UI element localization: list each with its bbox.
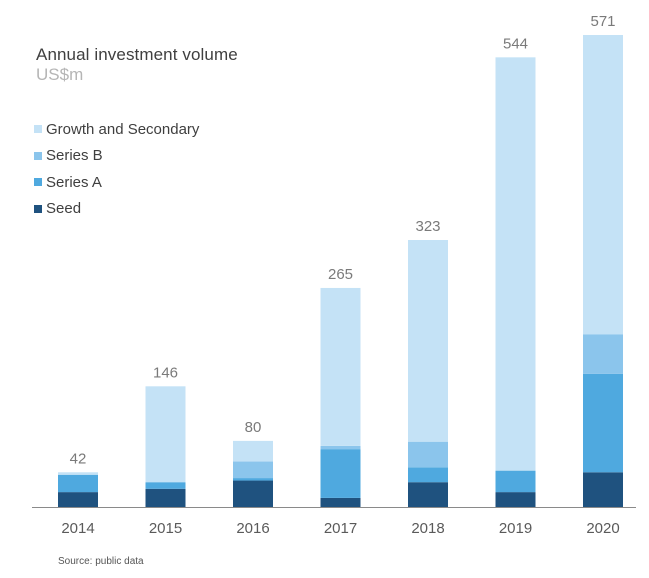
x-tick-label-2015: 2015 xyxy=(149,520,182,537)
legend-item-growth: Growth and Secondary xyxy=(34,116,199,143)
bar-segment-seed-2019 xyxy=(495,492,536,507)
bar-segment-growth-and-secondary-2015 xyxy=(145,386,186,483)
legend-swatch-growth xyxy=(34,125,42,134)
total-label-2015: 146 xyxy=(153,364,178,381)
total-label-2019: 544 xyxy=(503,35,528,52)
bar-segment-growth-and-secondary-2014 xyxy=(58,472,98,475)
legend-label-seed: Seed xyxy=(46,200,82,218)
legend: Growth and Secondary Series B Series A S… xyxy=(34,116,199,222)
legend-item-series-b: Series B xyxy=(34,143,199,170)
bar-segment-series-b-2018 xyxy=(408,441,448,468)
bar-segment-series-a-2019 xyxy=(495,470,536,493)
bar-segment-series-a-2014 xyxy=(58,474,98,493)
x-tick-label-2018: 2018 xyxy=(411,520,444,537)
x-tick-label-2017: 2017 xyxy=(324,520,357,537)
legend-swatch-series-b xyxy=(34,151,42,160)
bar-segment-seed-2015 xyxy=(145,488,186,507)
bar-segment-growth-and-secondary-2016 xyxy=(233,440,273,462)
legend-swatch-series-a xyxy=(34,178,42,187)
total-label-2018: 323 xyxy=(415,218,440,235)
legend-label-series-b: Series B xyxy=(46,147,103,165)
bar-segment-growth-and-secondary-2019 xyxy=(495,57,536,471)
chart-subtitle: US$m xyxy=(36,65,84,84)
legend-item-seed: Seed xyxy=(34,196,199,223)
legend-swatch-seed xyxy=(34,204,42,213)
legend-item-series-a: Series A xyxy=(34,169,199,196)
total-label-2014: 42 xyxy=(70,450,87,467)
source-note: Source: public data xyxy=(58,556,144,567)
bar-segment-growth-and-secondary-2017 xyxy=(320,287,361,446)
bar-segment-seed-2020 xyxy=(583,472,623,507)
bar-segment-series-a-2017 xyxy=(320,449,361,498)
x-tick-label-2016: 2016 xyxy=(236,520,269,537)
bar-segment-seed-2016 xyxy=(233,480,273,507)
bar-segment-seed-2017 xyxy=(320,497,361,507)
x-tick-label-2019: 2019 xyxy=(499,520,532,537)
bar-segment-series-a-2020 xyxy=(583,373,623,473)
bar-segment-series-b-2020 xyxy=(583,334,623,374)
total-label-2020: 571 xyxy=(590,13,615,30)
chart-title: Annual investment volume xyxy=(36,45,238,64)
bar-segment-growth-and-secondary-2020 xyxy=(583,35,623,335)
bar-segment-series-a-2015 xyxy=(145,482,186,489)
x-tick-label-2020: 2020 xyxy=(586,520,619,537)
total-label-2017: 265 xyxy=(328,266,353,283)
x-tick-label-2014: 2014 xyxy=(61,520,94,537)
bar-segment-seed-2014 xyxy=(58,492,98,507)
bar-segment-series-b-2016 xyxy=(233,461,273,479)
total-label-2016: 80 xyxy=(245,419,262,436)
bar-segment-series-b-2017 xyxy=(320,445,361,450)
bar-segment-seed-2018 xyxy=(408,482,448,507)
legend-label-series-a: Series A xyxy=(46,173,102,191)
bar-segment-growth-and-secondary-2018 xyxy=(408,240,448,442)
legend-label-growth: Growth and Secondary xyxy=(46,120,200,138)
bar-segment-series-a-2018 xyxy=(408,467,448,483)
bar-segment-series-a-2016 xyxy=(233,478,273,481)
